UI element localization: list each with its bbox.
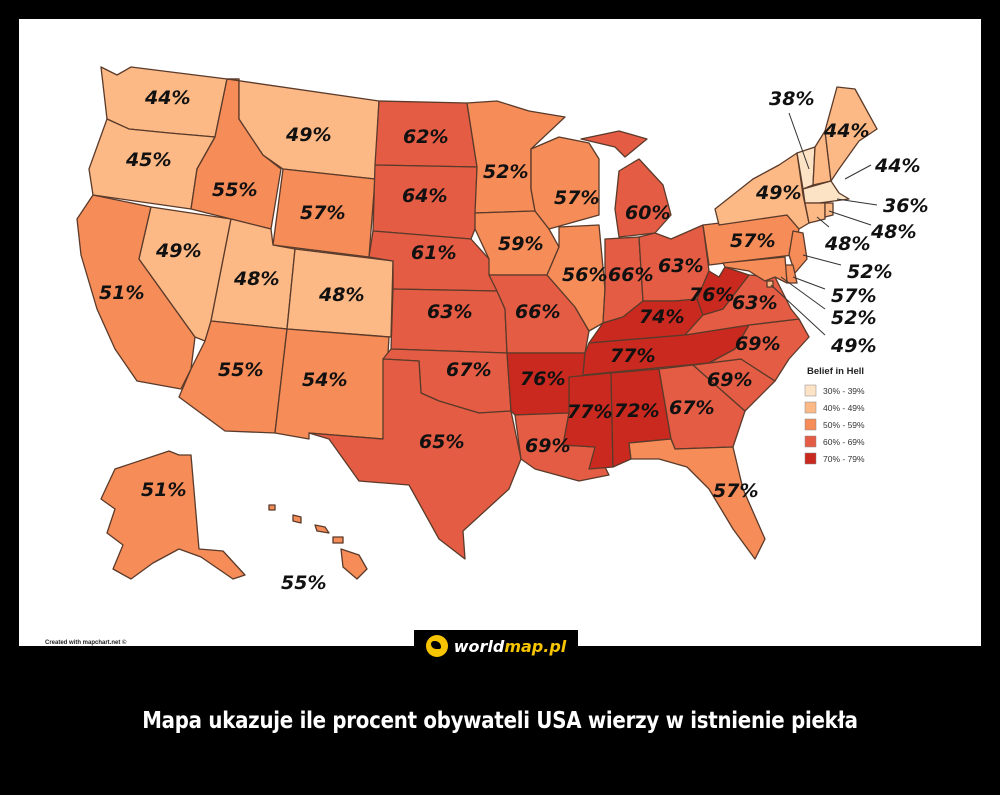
legend-title: Belief in Hell — [807, 366, 864, 377]
label-ar: 76% — [520, 368, 565, 390]
legend-label-4: 70% - 79% — [823, 454, 865, 464]
globe-icon — [425, 635, 448, 657]
legend-swatch-3 — [804, 435, 817, 448]
legend-label-2: 50% - 59% — [823, 420, 865, 430]
state-sd — [372, 164, 478, 240]
label-nm: 54% — [302, 369, 347, 391]
label-sc: 69% — [707, 369, 752, 391]
label-de: 57% — [831, 285, 876, 307]
label-or: 45% — [125, 149, 171, 171]
legend-label-3: 60% - 69% — [823, 437, 865, 447]
legend-swatch-0 — [804, 384, 817, 397]
label-ut: 48% — [233, 268, 279, 290]
label-nc: 69% — [735, 333, 780, 355]
label-ri: 48% — [870, 221, 916, 243]
label-sd: 64% — [402, 185, 447, 207]
label-ks: 63% — [427, 301, 472, 323]
map-frame: 44% 45% 51% 49% 55% 49% 57% 48% 48% 55% … — [19, 19, 981, 646]
label-ia: 59% — [498, 233, 543, 255]
label-ky: 74% — [639, 306, 684, 328]
state-md — [722, 256, 788, 284]
label-dc: 49% — [830, 335, 876, 357]
worldmap-logo[interactable]: world map.pl — [414, 630, 578, 662]
label-nv: 49% — [155, 240, 201, 262]
label-me: 44% — [823, 120, 869, 142]
logo-text-map: map.pl — [504, 636, 567, 656]
label-tx: 65% — [419, 431, 464, 453]
legend-swatch-4 — [804, 452, 817, 465]
legend-swatch-1 — [804, 401, 817, 414]
label-al: 72% — [614, 400, 659, 422]
label-ms: 77% — [567, 401, 612, 423]
label-pa: 57% — [730, 230, 775, 252]
state-ak — [100, 450, 246, 580]
state-fl — [628, 438, 766, 560]
label-oh: 63% — [658, 255, 703, 277]
label-wv: 76% — [689, 284, 734, 306]
map-legend: Belief in Hell 30% - 39% 40% - 49% 50% -… — [804, 366, 865, 465]
state-ct — [804, 202, 826, 224]
state-wv — [696, 266, 750, 316]
label-ma: 36% — [883, 195, 928, 217]
label-mn: 52% — [483, 161, 528, 183]
legend-label-0: 30% - 39% — [823, 386, 865, 396]
state-ri — [824, 202, 834, 218]
us-choropleth-map: 44% 45% 51% 49% 55% 49% 57% 48% 48% 55% … — [45, 66, 928, 646]
state-me — [824, 86, 878, 182]
state-nj — [788, 230, 808, 274]
label-vt: 38% — [769, 88, 814, 110]
label-wy: 57% — [300, 202, 345, 224]
label-nh: 44% — [874, 155, 920, 177]
label-md: 52% — [831, 307, 876, 329]
label-az: 55% — [218, 359, 263, 381]
label-il: 56% — [562, 264, 607, 286]
label-ok: 67% — [446, 359, 491, 381]
label-in: 66% — [608, 264, 653, 286]
state-tx — [308, 358, 522, 560]
legend-swatch-2 — [804, 418, 817, 431]
label-ga: 67% — [669, 397, 714, 419]
label-nd: 62% — [403, 126, 448, 148]
label-va: 63% — [732, 292, 777, 314]
label-ct: 48% — [824, 233, 870, 255]
label-id: 55% — [212, 179, 257, 201]
label-ny: 49% — [755, 182, 801, 204]
label-wi: 57% — [554, 187, 599, 209]
legend-label-1: 40% - 49% — [823, 403, 865, 413]
caption: Mapa ukazuje ile procent obywateli USA w… — [142, 708, 858, 734]
leader-lines — [770, 112, 878, 336]
label-nj: 52% — [847, 261, 892, 283]
state-il — [546, 224, 606, 332]
state-mi — [580, 130, 672, 238]
label-ne: 61% — [411, 242, 456, 264]
label-ak: 51% — [141, 479, 186, 501]
label-hi: 55% — [281, 572, 326, 594]
state-hi — [268, 504, 368, 580]
label-wa: 44% — [144, 87, 190, 109]
label-mo: 66% — [515, 301, 560, 323]
label-co: 48% — [318, 284, 364, 306]
label-fl: 57% — [713, 480, 758, 502]
credit-text: Created with mapchart.net © — [45, 639, 127, 646]
label-mi: 60% — [625, 202, 670, 224]
label-tn: 77% — [610, 345, 655, 367]
state-wi — [530, 136, 600, 230]
logo-text-world: world — [453, 636, 505, 656]
label-ca: 51% — [99, 282, 144, 304]
label-la: 69% — [525, 435, 570, 457]
label-mt: 49% — [285, 124, 331, 146]
